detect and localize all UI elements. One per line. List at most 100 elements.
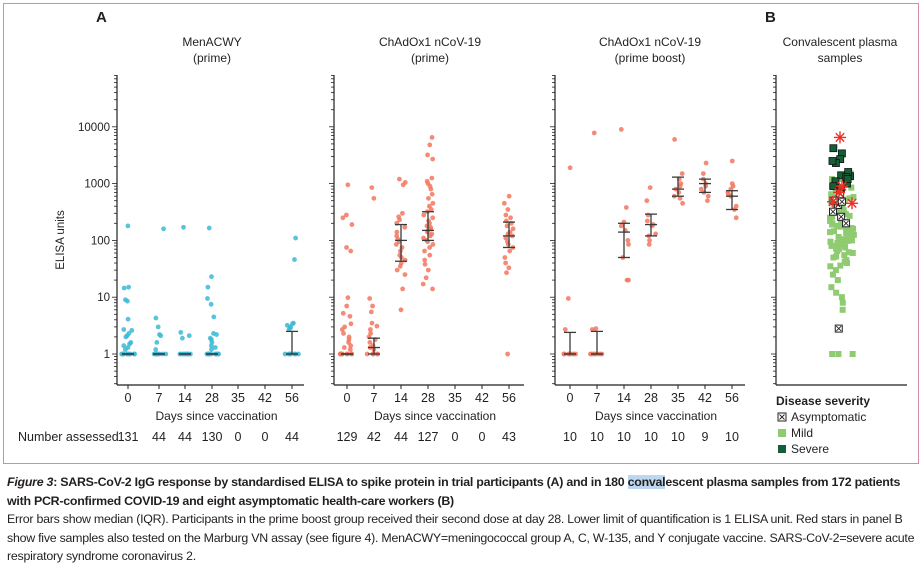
caption-highlight[interactable]: conval: [627, 475, 666, 489]
data-point: [502, 255, 508, 260]
data-point: [430, 156, 436, 162]
data-point: [125, 316, 131, 322]
count-label: 10: [671, 430, 685, 444]
mild-sample: [827, 214, 834, 221]
data-point: [618, 223, 624, 229]
mild-sample: [833, 253, 840, 260]
subplot-subtitle: (prime): [411, 51, 449, 65]
count-label: 0: [452, 430, 459, 444]
data-point: [393, 242, 399, 247]
mild-sample: [835, 233, 842, 240]
data-point: [501, 200, 507, 206]
legend-item-severe: Severe: [778, 442, 829, 456]
y-tick-label: 100: [91, 235, 110, 247]
data-point: [672, 137, 677, 142]
x-tick-label: 0: [344, 391, 351, 405]
mild-sample: [841, 252, 848, 259]
x-tick-label: 28: [644, 391, 658, 405]
data-point: [427, 252, 433, 258]
data-point: [129, 328, 135, 333]
data-point: [367, 340, 373, 345]
data-point: [427, 233, 433, 239]
data-point: [421, 212, 427, 218]
x-tick-label: 0: [125, 391, 132, 405]
x-tick-label: 14: [617, 391, 631, 405]
data-point: [394, 229, 400, 235]
data-point: [428, 186, 434, 192]
severe-sample: [843, 175, 852, 184]
asymptomatic-sample: [842, 219, 851, 228]
data-point: [153, 347, 159, 352]
data-point: [588, 351, 593, 357]
data-point: [371, 195, 377, 201]
caption-body: Error bars show median (IQR). Participan…: [7, 512, 915, 564]
asymptomatic-cross: [839, 198, 845, 205]
mild-icon: [778, 429, 786, 437]
mild-sample: [839, 306, 846, 313]
red-star-icon: [846, 197, 858, 210]
data-point: [341, 331, 346, 336]
data-point: [565, 296, 571, 301]
subplot-subtitle: (prime): [193, 51, 231, 65]
legend-title: Disease severity: [776, 394, 870, 408]
count-label: 10: [725, 430, 739, 444]
data-point: [121, 343, 127, 349]
data-point: [295, 351, 301, 357]
data-point: [179, 335, 185, 341]
data-point: [705, 193, 711, 199]
y-tick-label: 1000: [84, 179, 110, 191]
mild-sample: [838, 294, 845, 301]
mild-sample: [834, 222, 841, 229]
data-point: [339, 327, 345, 332]
figure-frame: [3, 3, 919, 464]
data-point: [646, 242, 652, 247]
legend-item-asymptomatic: Asymptomatic: [777, 410, 866, 424]
data-point: [733, 215, 739, 221]
y-tick-label: 10000: [78, 122, 110, 134]
data-point: [209, 274, 214, 280]
data-point: [644, 198, 650, 204]
data-point: [344, 212, 349, 218]
caption-figure-label: Figure 3: [7, 475, 54, 489]
asymptomatic-sample: [837, 212, 846, 221]
data-point: [369, 185, 375, 191]
data-point: [209, 347, 214, 352]
severe-sample: [836, 155, 845, 163]
x-tick-label: 14: [178, 391, 192, 405]
data-point: [396, 176, 402, 182]
mild-sample: [829, 271, 836, 278]
data-point: [121, 285, 127, 291]
data-point: [397, 263, 403, 269]
data-point: [212, 345, 218, 350]
data-point: [426, 195, 431, 201]
x-tick-label: 0: [567, 391, 574, 405]
data-point: [122, 347, 128, 352]
data-point: [370, 303, 375, 309]
data-point: [589, 327, 595, 332]
data-point: [161, 226, 166, 232]
data-point: [125, 298, 130, 304]
data-point: [653, 231, 659, 237]
red-star-icon: [836, 180, 848, 193]
data-point: [153, 315, 159, 321]
asymptomatic-sample: [834, 324, 843, 333]
data-point: [205, 296, 210, 301]
data-point: [345, 182, 351, 188]
data-point: [364, 351, 370, 357]
data-point: [394, 267, 400, 273]
subplot-subtitle: (prime boost): [615, 51, 686, 65]
count-label: 42: [367, 430, 381, 444]
data-point: [425, 152, 430, 158]
data-point: [186, 333, 192, 339]
data-point: [292, 257, 297, 262]
mild-sample: [844, 237, 851, 244]
data-point: [374, 323, 380, 329]
data-point: [369, 320, 375, 326]
data-point: [504, 223, 510, 229]
data-point: [132, 351, 137, 357]
caption-title-text: : SARS-CoV-2 IgG response by standardise…: [53, 475, 628, 489]
caption-title-text-end: escent plasma samples from 172 patients …: [7, 475, 901, 508]
count-label: 44: [152, 430, 166, 444]
data-point: [729, 158, 735, 164]
mild-sample: [833, 245, 840, 252]
